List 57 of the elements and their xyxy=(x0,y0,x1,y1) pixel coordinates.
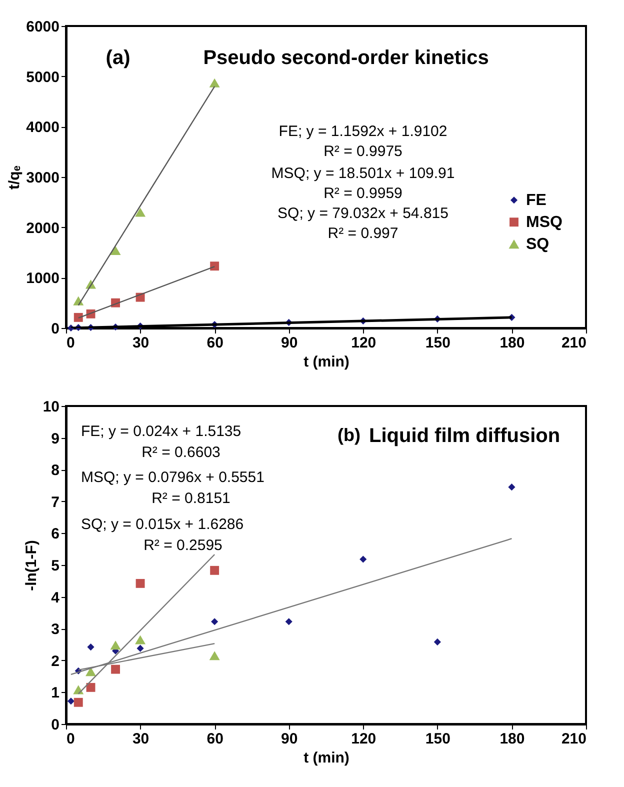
annotation: R² = 0.8151 xyxy=(152,490,230,507)
text: Pseudo second-order kinetics xyxy=(203,47,489,69)
annotation: R² = 0.997 xyxy=(328,225,398,242)
annotation: (a) xyxy=(106,47,130,69)
annotation: FE; y = 0.024x + 1.5135 xyxy=(81,423,242,440)
legend-label: SQ xyxy=(526,236,550,254)
y-tick-label: 10 xyxy=(42,398,60,416)
y-tick-label: 8 xyxy=(51,462,60,480)
y-tick-label: 5 xyxy=(51,558,60,574)
y-tick-label: 7 xyxy=(51,494,60,511)
legend-label: MSQ xyxy=(526,214,562,232)
x-tick-label: 180 xyxy=(500,730,525,748)
y-axis-title: t/qₑ xyxy=(6,165,24,190)
y-tick-label: 6 xyxy=(51,526,60,543)
x-tick-label: 150 xyxy=(425,730,450,748)
annotation: SQ; y = 0.015x + 1.6286 xyxy=(81,516,244,533)
y-tick-label: 3 xyxy=(51,621,60,638)
y-tick-label: 2 xyxy=(51,652,60,670)
x-tick-label: 210 xyxy=(561,730,586,748)
annotation: MSQ; y = 18.501x + 109.91 xyxy=(271,165,455,182)
annotation: (b) xyxy=(338,425,360,445)
annotation: R² = 0.9959 xyxy=(324,185,402,202)
y-tick-label: 6000 xyxy=(26,18,60,36)
x-tick-label: 30 xyxy=(132,730,150,748)
x-tick-label: 0 xyxy=(66,730,75,748)
x-tick-label: 60 xyxy=(206,334,224,352)
x-tick-label: 210 xyxy=(561,334,586,352)
annotation: FE; y = 1.1592x + 1.9102 xyxy=(278,123,448,140)
annotation: MSQ; y = 0.0796x + 0.5551 xyxy=(81,469,264,486)
y-tick-label: 0 xyxy=(51,320,60,338)
x-tick-label: 30 xyxy=(132,334,150,352)
legend-label: FE xyxy=(526,192,547,210)
x-tick-label: 90 xyxy=(281,730,298,748)
y-tick-label: 1000 xyxy=(26,270,60,288)
y-tick-label: 4000 xyxy=(26,119,60,136)
y-axis-title: -ln(1-F) xyxy=(22,540,40,591)
x-tick-label: 150 xyxy=(425,334,450,352)
x-axis-title: t (min) xyxy=(304,354,350,370)
annotation: SQ; y = 79.032x + 54.815 xyxy=(278,205,448,222)
x-tick-label: 60 xyxy=(206,730,224,748)
y-tick-label: 1 xyxy=(51,684,60,702)
x-tick-label: 120 xyxy=(351,730,376,748)
y-tick-label: 9 xyxy=(51,430,60,448)
x-tick-label: 180 xyxy=(500,334,525,352)
y-tick-label: 4 xyxy=(51,589,60,606)
annotation: R² = 0.9975 xyxy=(324,143,402,160)
y-tick-label: 3000 xyxy=(26,170,60,186)
annotation: R² = 0.6603 xyxy=(142,444,220,461)
x-axis-title: t (min) xyxy=(304,750,350,766)
x-tick-label: 90 xyxy=(281,334,298,352)
y-tick-label: 2000 xyxy=(26,220,60,237)
text: Liquid film diffusion xyxy=(369,425,560,447)
y-tick-label: 0 xyxy=(51,716,60,734)
annotation: R² = 0.2595 xyxy=(144,537,222,554)
x-tick-label: 120 xyxy=(351,334,376,352)
x-tick-label: 0 xyxy=(66,334,75,352)
y-tick-label: 5000 xyxy=(26,68,60,86)
